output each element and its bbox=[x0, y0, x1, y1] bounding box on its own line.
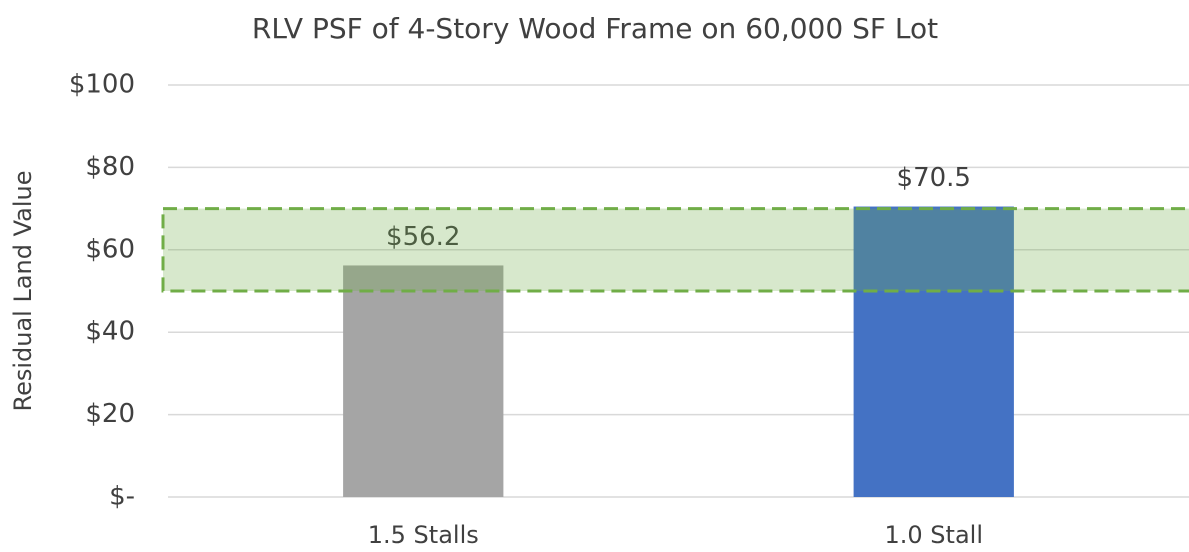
highlight-band bbox=[161, 207, 1189, 293]
chart-title: RLV PSF of 4-Story Wood Frame on 60,000 … bbox=[252, 12, 938, 45]
y-axis-label: Residual Land Value bbox=[9, 170, 37, 411]
y-tick-label: $40 bbox=[85, 317, 135, 347]
data-label: $70.5 bbox=[897, 163, 971, 193]
y-tick-label: $100 bbox=[69, 70, 135, 100]
bar bbox=[343, 265, 504, 497]
y-tick-label: $- bbox=[109, 482, 135, 512]
data-label: $56.2 bbox=[386, 222, 460, 252]
y-tick-label: $80 bbox=[85, 152, 135, 182]
y-tick-label: $20 bbox=[85, 399, 135, 429]
bar bbox=[853, 206, 1014, 498]
x-tick-label: 1.0 Stall bbox=[885, 521, 983, 549]
y-tick-label: $60 bbox=[85, 234, 135, 264]
x-tick-label: 1.5 Stalls bbox=[368, 521, 479, 549]
